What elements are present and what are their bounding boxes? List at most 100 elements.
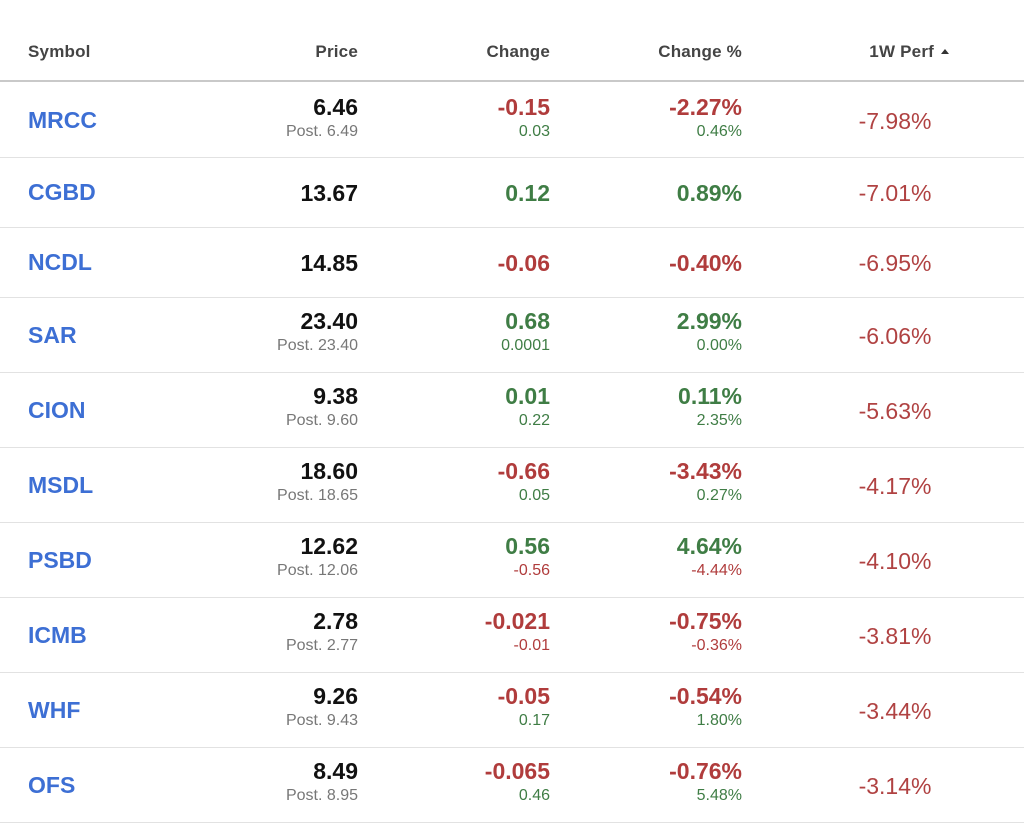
change-percent-value-cell: -0.54% 1.80% [669,683,742,731]
price-value-cell: 6.46 Post. 6.49 [286,94,358,142]
post-market-change: 0.0001 [501,337,550,354]
table-row[interactable]: ICMB 2.78 Post. 2.77 -0.021 -0.01 -0.75% -0.36… [0,598,1024,673]
column-header-price[interactable]: Price [315,42,358,61]
post-market-change-percent: 0.27% [696,487,742,504]
change-percent-value: 0.89% [676,180,742,206]
change-value-cell: -0.66 0.05 [498,458,550,506]
post-market-price: Post. 18.65 [277,487,358,504]
change-percent-value-cell: 2.99% 0.00% [677,308,742,356]
symbol-link[interactable]: WHF [28,697,81,723]
post-market-change-percent: -4.44% [691,562,742,579]
post-market-change-percent: 2.35% [696,412,742,429]
price-value: 14.85 [300,250,358,276]
price-value: 12.62 [300,533,358,559]
post-market-change: 0.05 [518,487,550,504]
post-market-change-percent: 0.00% [696,337,742,354]
symbol-link[interactable]: SAR [28,322,77,348]
change-value-cell: 0.01 0.22 [505,383,550,431]
table-row[interactable]: WHF 9.26 Post. 9.43 -0.05 0.17 -0.54% 1.80% -3.… [0,673,1024,748]
price-value-cell: 9.26 Post. 9.43 [286,683,358,731]
change-value-cell: -0.05 0.17 [498,683,550,731]
price-value-cell: 9.38 Post. 9.60 [286,383,358,431]
post-market-change-percent: 0.46% [696,123,742,140]
change-value: -0.15 [497,94,550,120]
post-market-price: Post. 23.40 [277,337,358,354]
change-value: 0.68 [505,308,550,334]
column-header-change[interactable]: Change [486,42,550,61]
change-percent-value: -0.76% [669,758,742,784]
change-percent-value-cell: 0.11% 2.35% [678,383,742,431]
change-percent-value-cell: -3.43% 0.27% [669,458,742,506]
table-row[interactable]: SAR 23.40 Post. 23.40 0.68 0.0001 2.99% 0.00% -… [0,298,1024,373]
change-value: -0.66 [497,458,550,484]
post-market-price: Post. 9.43 [285,712,358,729]
column-header-1w-perf-label: 1W Perf [869,42,934,61]
post-market-price: Post. 6.49 [285,123,358,140]
table-header: Symbol Price Change Change % 1W Perf [0,0,1024,82]
sort-ascending-icon[interactable] [941,49,949,54]
symbol-link[interactable]: PSBD [28,547,92,573]
change-percent-value-cell: -0.75% -0.36% [669,608,742,656]
change-percent-value-cell: -0.40% [669,250,742,276]
table-row[interactable]: PSBD 12.62 Post. 12.06 0.56 -0.56 4.64% -4.44%… [0,523,1024,598]
perf-1w-value: -7.98% [858,108,932,134]
price-value-cell: 13.67 [300,180,358,206]
table-row[interactable]: NCDL 14.85 -0.06 -0.40% -6.95% [0,228,1024,298]
change-percent-value-cell: -0.76% 5.48% [669,758,742,806]
perf-1w-value: -7.01% [858,180,932,206]
perf-1w-value: -3.44% [858,698,932,724]
change-percent-value-cell: 0.89% [677,180,742,206]
price-value: 9.38 [313,383,358,409]
symbol-link[interactable]: MRCC [28,107,97,133]
table-row[interactable]: MSDL 18.60 Post. 18.65 -0.66 0.05 -3.43% 0.27%… [0,448,1024,523]
price-value: 8.49 [313,758,358,784]
change-value-cell: 0.68 0.0001 [501,308,550,356]
perf-1w-value: -6.06% [858,323,932,349]
perf-1w-value: -4.17% [858,473,932,499]
price-value: 2.78 [313,608,358,634]
change-value: -0.021 [484,608,550,634]
change-value-cell: 0.12 [505,180,550,206]
change-value: 0.12 [505,180,550,206]
price-value: 13.67 [300,180,358,206]
post-market-price: Post. 12.06 [277,562,358,579]
column-header-1w-perf[interactable]: 1W Perf [869,42,949,62]
change-value: -0.05 [497,683,550,709]
post-market-change: 0.46 [518,787,550,804]
symbol-link[interactable]: OFS [28,772,76,798]
table-row[interactable]: OFS 8.49 Post. 8.95 -0.065 0.46 -0.76% 5.48% -3… [0,748,1024,823]
perf-1w-value: -5.63% [858,398,932,424]
symbol-link[interactable]: ICMB [28,622,87,648]
symbol-link[interactable]: CION [28,397,86,423]
change-percent-value: -0.54% [669,683,742,709]
change-value-cell: -0.021 -0.01 [485,608,550,656]
post-market-change: 0.03 [518,123,550,140]
change-value-cell: -0.06 [498,250,550,276]
column-header-change-percent[interactable]: Change % [658,42,742,61]
table-row[interactable]: CGBD 13.67 0.12 0.89% -7.01% [0,158,1024,228]
post-market-change: 0.22 [518,412,550,429]
table-row[interactable]: MRCC 6.46 Post. 6.49 -0.15 0.03 -2.27% 0.46% -7… [0,84,1024,158]
change-value: -0.065 [484,758,550,784]
post-market-change-percent: -0.36% [691,637,742,654]
price-value: 9.26 [313,683,358,709]
change-value: 0.01 [505,383,550,409]
price-value-cell: 12.62 Post. 12.06 [277,533,358,581]
price-value: 23.40 [300,308,358,334]
symbol-link[interactable]: CGBD [28,179,96,205]
change-percent-value: -0.40% [669,250,742,276]
price-value-cell: 14.85 [300,250,358,276]
post-market-price: Post. 8.95 [285,787,358,804]
table-row[interactable]: CION 9.38 Post. 9.60 0.01 0.22 0.11% 2.35% -5.6… [0,373,1024,448]
change-percent-value: -3.43% [669,458,742,484]
change-percent-value: -2.27% [669,94,742,120]
symbol-link[interactable]: NCDL [28,249,92,275]
price-value: 18.60 [300,458,358,484]
post-market-change: -0.56 [513,562,550,579]
post-market-change-percent: 5.48% [696,787,742,804]
change-percent-value: 2.99% [676,308,742,334]
column-header-symbol[interactable]: Symbol [28,42,91,61]
change-value-cell: 0.56 -0.56 [505,533,550,581]
symbol-link[interactable]: MSDL [28,472,94,498]
